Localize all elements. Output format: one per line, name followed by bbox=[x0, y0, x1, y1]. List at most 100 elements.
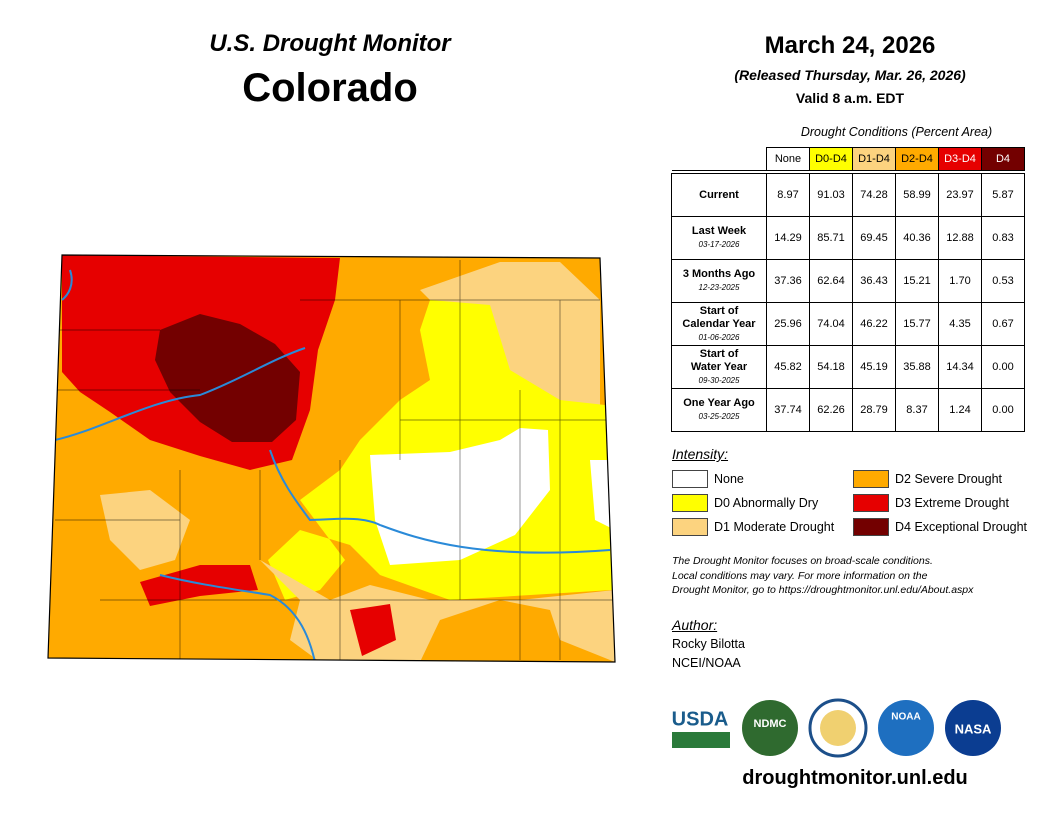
table-row: One Year Ago 03-25-2025 37.74 62.26 28.79 8.3… bbox=[671, 388, 1025, 432]
cell: 85.71 bbox=[809, 216, 853, 260]
cell: 28.79 bbox=[852, 388, 896, 432]
legend-swatch bbox=[672, 518, 708, 536]
cell: 12.88 bbox=[938, 216, 982, 260]
row-label-line: Current bbox=[699, 188, 739, 201]
cell: 25.96 bbox=[766, 302, 810, 346]
legend-title: Intensity: bbox=[672, 446, 729, 462]
conditions-table: None D0-D4 D1-D4 D2-D4 D3-D4 D4 Current 8.97 91.… bbox=[671, 147, 1025, 432]
cell: 0.83 bbox=[981, 216, 1025, 260]
state-name: Colorado bbox=[242, 66, 418, 110]
cell: 0.00 bbox=[981, 345, 1025, 389]
table-row: Start of Water Year 09-30-2025 45.82 54.18 45… bbox=[671, 345, 1025, 389]
legend-label: D1 Moderate Drought bbox=[714, 520, 835, 534]
column-header: None bbox=[766, 147, 810, 171]
row-date: 09-30-2025 bbox=[698, 375, 740, 385]
cell: 74.04 bbox=[809, 302, 853, 346]
row-label-line: Last Week bbox=[691, 225, 747, 237]
row-label: Start of Water Year 09-30-2025 bbox=[671, 345, 767, 389]
header-row: None D0-D4 D1-D4 D2-D4 D3-D4 D4 bbox=[671, 147, 1025, 171]
cell: 1.24 bbox=[938, 388, 982, 432]
cell: 58.99 bbox=[895, 173, 939, 217]
cell: 40.36 bbox=[895, 216, 939, 260]
cell: 23.97 bbox=[938, 173, 982, 217]
logo-ndmc: NDMC bbox=[754, 718, 787, 730]
legend-label: None bbox=[714, 472, 744, 486]
row-label-line: Start of bbox=[699, 304, 739, 317]
map bbox=[48, 255, 615, 662]
author-org: NCEI/NOAA bbox=[672, 656, 741, 670]
column-header: D2-D4 bbox=[895, 147, 939, 171]
legend-swatch bbox=[672, 494, 708, 512]
cell: 0.53 bbox=[981, 259, 1025, 303]
column-header: D4 bbox=[981, 147, 1025, 171]
logos: USDA NDMC NOAA NASA bbox=[672, 698, 1001, 758]
row-label: One Year Ago 03-25-2025 bbox=[671, 388, 767, 432]
cell: 35.88 bbox=[895, 345, 939, 389]
row-label-line: Calendar Year bbox=[682, 317, 756, 330]
legend-item: D0 Abnormally Dry bbox=[672, 494, 818, 512]
row-date: 12-23-2025 bbox=[698, 283, 740, 292]
cell: 4.35 bbox=[938, 302, 982, 346]
cell: 15.77 bbox=[895, 302, 939, 346]
legend-item: D3 Extreme Drought bbox=[853, 494, 1009, 512]
author: Author: Rocky Bilotta NCEI/NOAA bbox=[672, 616, 745, 673]
row-label: Last Week 03-17-2026 bbox=[671, 216, 767, 260]
cell: 5.87 bbox=[981, 173, 1025, 217]
corner bbox=[671, 147, 767, 171]
row-label: 3 Months Ago 12-23-2025 bbox=[671, 259, 767, 303]
valid-time: Valid 8 a.m. EDT bbox=[795, 90, 905, 106]
legend-item: D2 Severe Drought bbox=[853, 470, 1002, 488]
logo-noaa: NOAA bbox=[891, 712, 920, 723]
cell: 54.18 bbox=[809, 345, 853, 389]
row-label: Start of Calendar Year 01-06-2026 bbox=[671, 302, 767, 346]
legend-item: D4 Exceptional Drought bbox=[853, 518, 1027, 536]
cell: 1.70 bbox=[938, 259, 982, 303]
cell: 14.29 bbox=[766, 216, 810, 260]
note-line: Drought Monitor, go to https://droughtmo… bbox=[672, 584, 974, 596]
table-row: Current 8.97 91.03 74.28 58.99 23.97 5.87 bbox=[671, 173, 1025, 217]
logo-nasa: NASA bbox=[955, 721, 992, 736]
cell: 8.37 bbox=[895, 388, 939, 432]
cell: 0.67 bbox=[981, 302, 1025, 346]
legend-item: None bbox=[672, 470, 744, 488]
column-header: D3-D4 bbox=[938, 147, 982, 171]
row-date: 01-06-2026 bbox=[698, 332, 740, 342]
note: The Drought Monitor focuses on broad-sca… bbox=[672, 554, 973, 598]
cell: 45.19 bbox=[852, 345, 896, 389]
legend-label: D2 Severe Drought bbox=[895, 472, 1003, 486]
cell: 15.21 bbox=[895, 259, 939, 303]
legend-label: D0 Abnormally Dry bbox=[714, 496, 819, 510]
cell: 46.22 bbox=[852, 302, 896, 346]
legend-swatch bbox=[853, 518, 889, 536]
cell: 62.26 bbox=[809, 388, 853, 432]
title: U.S. Drought Monitor bbox=[209, 30, 451, 57]
row-label-line: One Year Ago bbox=[683, 397, 755, 409]
cell: 91.03 bbox=[809, 173, 853, 217]
table-caption: Drought Conditions (Percent Area) bbox=[800, 125, 993, 139]
cell: 69.45 bbox=[852, 216, 896, 260]
note-line: The Drought Monitor focuses on broad-sca… bbox=[672, 555, 933, 567]
author-title: Author: bbox=[672, 617, 718, 633]
table-row: 3 Months Ago 12-23-2025 37.36 62.64 36.43 15.… bbox=[671, 259, 1025, 303]
legend-item: D1 Moderate Drought bbox=[672, 518, 834, 536]
cell: 62.64 bbox=[809, 259, 853, 303]
row-date: 03-17-2026 bbox=[698, 240, 740, 249]
row-label: Current bbox=[671, 173, 767, 217]
author-name: Rocky Bilotta bbox=[672, 637, 745, 651]
date: March 24, 2026 bbox=[764, 32, 936, 59]
cell: 37.74 bbox=[766, 388, 810, 432]
note-line: Local conditions may vary. For more info… bbox=[672, 569, 928, 582]
cell: 36.43 bbox=[852, 259, 896, 303]
legend-swatch bbox=[853, 470, 889, 488]
row-label-line: Water Year bbox=[690, 360, 748, 373]
legend-swatch bbox=[672, 470, 708, 488]
table-row: Last Week 03-17-2026 14.29 85.71 69.45 40.36 1… bbox=[671, 216, 1025, 260]
cell: 0.00 bbox=[981, 388, 1025, 432]
table-row: Start of Calendar Year 01-06-2026 25.96 74.0… bbox=[671, 302, 1025, 346]
cell: 14.34 bbox=[938, 345, 982, 389]
logo-usda: USDA bbox=[672, 708, 729, 730]
cell: 8.97 bbox=[766, 173, 810, 217]
cell: 37.36 bbox=[766, 259, 810, 303]
cell: 45.82 bbox=[766, 345, 810, 389]
